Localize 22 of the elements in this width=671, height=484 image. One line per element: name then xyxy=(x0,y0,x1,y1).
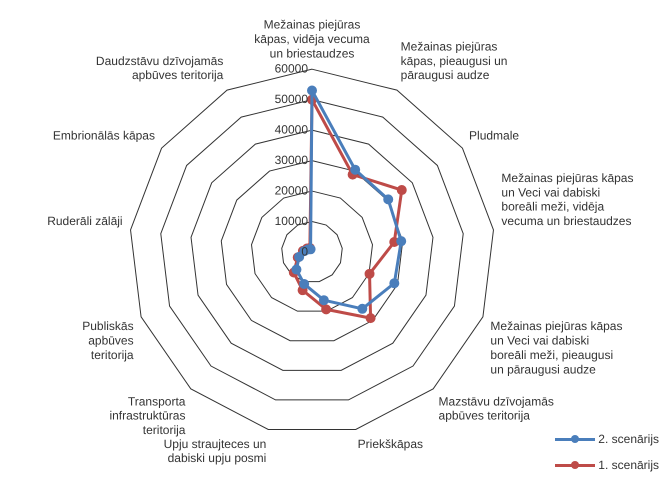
spoke-label: Publiskās apbūves teritorija xyxy=(82,319,134,362)
y-tick-label: 20000 xyxy=(274,183,308,198)
spoke-label: Priekškāpas xyxy=(358,436,424,451)
spoke-label: Mežainas piejūras kāpas un Veci vai dabiski boreāli meži, pieaugusi un pāraugusi audze xyxy=(490,319,622,376)
y-tick-label: 40000 xyxy=(274,122,308,136)
spoke-label: Transporta infrastruktūras teritorija xyxy=(109,394,186,438)
y-tick-label: 60000 xyxy=(274,62,308,76)
spoke-label: Embrionālās kāpas xyxy=(52,128,155,143)
spoke-label: Upju straujteces un dabiski upju posmi xyxy=(164,436,266,466)
spoke-label: Mazstāvu dzīvojamās apbūves teritorija xyxy=(438,394,554,423)
spoke-label: Mežainas piejūras kāpas, pieaugusi un pāraugusi audze xyxy=(400,39,508,82)
legend-label: 1. scenārijs xyxy=(598,458,659,472)
spoke-label: Mežainas piejūras kāpas, vidēja vecuma un briestaudzes xyxy=(254,18,370,60)
spoke-label: Pludmale xyxy=(469,128,520,143)
y-tick-label: 30000 xyxy=(274,152,308,167)
spoke-label: Ruderāli zālāji xyxy=(47,214,123,228)
spoke-label: Daudzstāvu dzīvojamās apbūves teritorija xyxy=(96,54,224,82)
y-tick-label: 10000 xyxy=(274,214,308,228)
y-tick-label: 0 xyxy=(301,244,308,258)
spoke-label: Mežainas piejūras kāpas un Veci vai dabiski boreāli meži, vidēja vecuma un briestaudzes xyxy=(501,170,634,228)
y-tick-label: 50000 xyxy=(274,92,308,106)
legend-label: 2. scenārijs xyxy=(598,432,659,446)
